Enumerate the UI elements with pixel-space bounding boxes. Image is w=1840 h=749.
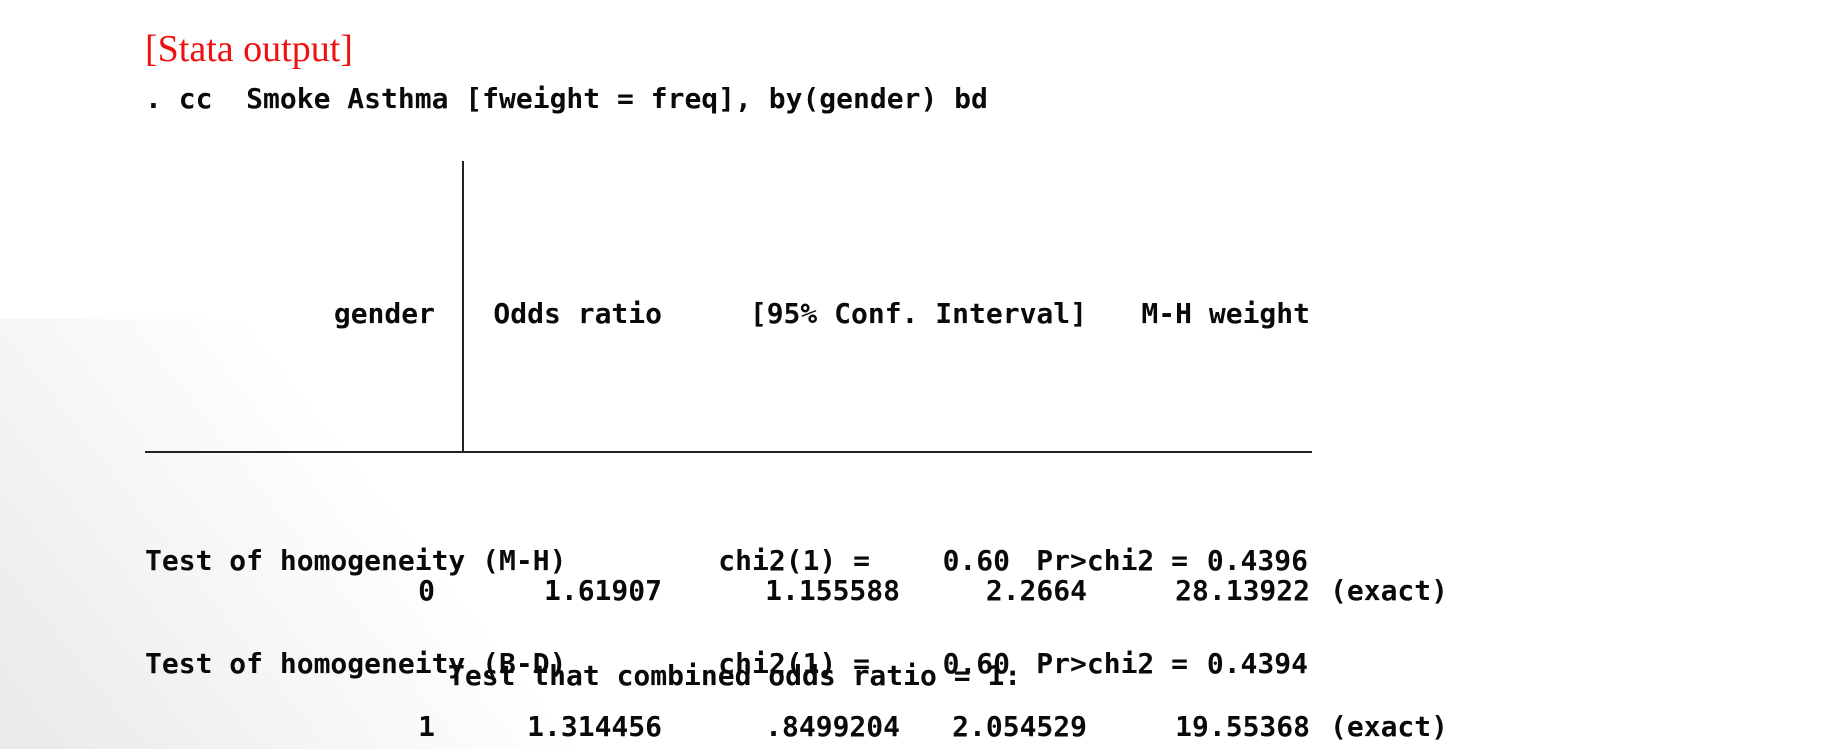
header-mh-weight: M-H weight [1141, 297, 1310, 330]
cell-odds-ratio: 1.314456 [527, 710, 662, 743]
test-label: Test of homogeneity (B-D) [145, 647, 567, 680]
chi2-label: chi2(1) = [718, 647, 870, 680]
test-label: Test of homogeneity (M-H) [145, 544, 567, 577]
homogeneity-test-mh: Test of homogeneity (M-H) chi2(1) = 0.60… [145, 542, 1308, 579]
cell-note: (exact) [1330, 574, 1449, 607]
chi2-value: 0.60 [942, 544, 1010, 577]
cell-mh-weight: 28.13922 [1175, 574, 1310, 607]
combined-test-title: Test that combined odds ratio = 1: [448, 659, 1022, 692]
header-odds-ratio: Odds ratio [493, 297, 662, 330]
combined-odds-ratio-test: Test that combined odds ratio = 1: Mante… [145, 591, 1307, 749]
cell-note: (exact) [1330, 710, 1449, 743]
header-conf-interval: [95% Conf. Interval] [749, 297, 1087, 330]
header-gender: gender [333, 297, 435, 330]
cell-odds-ratio: 1.61907 [543, 574, 662, 607]
p-label: Pr>chi2 = [1036, 647, 1188, 680]
p-label: Pr>chi2 = [1036, 544, 1188, 577]
homogeneity-tests: Test of homogeneity (M-H) chi2(1) = 0.60… [145, 476, 1308, 748]
strata-row-1: 1 1.314456 .8499204 2.054529 19.55368 (e… [145, 708, 1475, 745]
p-value: 0.4394 [1206, 647, 1308, 680]
strata-row-0: 0 1.61907 1.155588 2.2664 28.13922 (exac… [145, 572, 1475, 609]
cell-gender: 1 [418, 710, 435, 743]
cell-ci-low: 1.155588 [765, 574, 900, 607]
stata-command-line: . cc Smoke Asthma [fweight = freq], by(g… [145, 82, 988, 115]
cell-gender: 0 [418, 574, 435, 607]
homogeneity-test-bd: Test of homogeneity (B-D) chi2(1) = 0.60… [145, 645, 1308, 682]
cell-ci-high: 2.2664 [985, 574, 1087, 607]
mh-odds-ratio-table: gender Odds ratio [95% Conf. Interval] M… [145, 161, 1475, 749]
table-header-row: gender Odds ratio [95% Conf. Interval] M… [145, 295, 1475, 332]
chi2-label: chi2(1) = [718, 544, 870, 577]
p-value: 0.4396 [1206, 544, 1308, 577]
stata-output-annotation: [Stata output] [145, 28, 353, 70]
cell-ci-high: 2.054529 [952, 710, 1087, 743]
cell-mh-weight: 19.55368 [1175, 710, 1310, 743]
table-rule-top [145, 451, 1312, 453]
cell-ci-low: .8499204 [765, 710, 900, 743]
chi2-value: 0.60 [942, 647, 1010, 680]
table-vertical-rule [462, 161, 464, 453]
